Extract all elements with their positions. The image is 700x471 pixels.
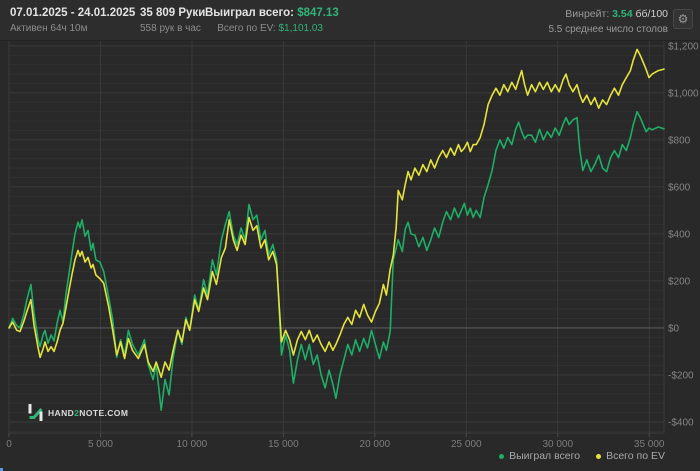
svg-text:25 000: 25 000 — [451, 439, 482, 450]
winnings-block: Выиграл всего: $847.13 Всего по EV: $1,1… — [205, 7, 339, 34]
hands-count: 35 809 Руки — [140, 7, 206, 19]
settings-gear-icon[interactable]: ⚙ — [673, 9, 693, 29]
svg-text:$0: $0 — [668, 323, 680, 334]
logo-part3: NOTE.COM — [79, 407, 129, 418]
won-total-value: $847.13 — [297, 7, 339, 19]
avg-tables: 5.5 среднее число столов — [548, 24, 668, 35]
svg-text:$200: $200 — [668, 276, 691, 287]
svg-text:30 000: 30 000 — [542, 439, 573, 450]
svg-text:20 000: 20 000 — [360, 439, 391, 450]
chart-legend: Выиграл всего Всего по EV — [499, 450, 665, 462]
legend-ev-label: Всего по EV — [606, 450, 665, 462]
winrate-line: Винрейт: 3.54 бб/100 — [548, 8, 668, 20]
svg-text:5 000: 5 000 — [88, 439, 113, 450]
svg-text:35 000: 35 000 — [634, 439, 665, 450]
svg-text:$800: $800 — [668, 135, 691, 146]
svg-text:$1,200: $1,200 — [668, 41, 699, 52]
logo-part1: HAND — [48, 407, 75, 418]
winrate-label: Винрейт: — [565, 8, 610, 20]
ev-total-label: Всего по EV: — [217, 23, 276, 34]
winrate-block: Винрейт: 3.54 бб/100 5.5 среднее число с… — [548, 8, 668, 35]
active-time: Активен 64ч 10м — [10, 23, 88, 34]
hand2note-logo-text: HAND2NOTE.COM — [48, 408, 128, 418]
svg-text:15 000: 15 000 — [268, 439, 299, 450]
won-total-label: Выиграл всего: — [205, 7, 294, 19]
y-axis-labels: $1,200 $1,000 $800 $600 $400 $200 $0 -$200 -$400 — [668, 41, 699, 428]
x-axis-ticks — [8, 433, 650, 437]
winrate-value: 3.54 — [612, 8, 633, 20]
svg-text:$400: $400 — [668, 229, 691, 240]
svg-text:$600: $600 — [668, 182, 691, 193]
hands-per-hour: 558 рук в час — [140, 23, 201, 34]
hand2note-logo: HAND2NOTE.COM — [28, 404, 128, 421]
x-axis-labels: 0 5 000 10 000 15 000 20 000 25 000 30 000 35 0… — [6, 439, 665, 450]
logo-part2: 2 — [74, 407, 80, 418]
gridlines-minor — [9, 54, 664, 432]
hand2note-logo-icon — [28, 404, 43, 421]
svg-text:-$200: -$200 — [668, 370, 694, 381]
win-series-dot-icon — [499, 453, 505, 459]
date-range-block: 07.01.2025 - 24.01.2025 Активен 64ч 10м — [10, 7, 135, 34]
win-series-line — [8, 110, 665, 412]
svg-text:-$400: -$400 — [668, 417, 694, 428]
stats-header: 07.01.2025 - 24.01.2025 Активен 64ч 10м … — [0, 0, 700, 41]
date-range: 07.01.2025 - 24.01.2025 — [10, 7, 136, 19]
ev-series-dot-icon — [596, 453, 602, 459]
ev-total-value: $1,101.03 — [278, 23, 324, 34]
svg-text:10 000: 10 000 — [177, 439, 208, 450]
svg-text:$1,000: $1,000 — [668, 88, 699, 99]
svg-text:0: 0 — [6, 439, 12, 450]
screen-corner-artifact — [0, 468, 3, 471]
won-total-line: Выиграл всего: $847.13 — [205, 7, 339, 19]
ev-total-line: Всего по EV: $1,101.03 — [205, 23, 323, 34]
winrate-unit: бб/100 — [635, 8, 668, 20]
gridlines-major — [8, 40, 665, 434]
legend-item-win: Выиграл всего — [499, 450, 580, 462]
ev-series-line — [8, 48, 665, 379]
legend-item-ev: Всего по EV — [596, 450, 665, 462]
hands-block: 35 809 Руки 558 рук в час — [140, 7, 205, 34]
legend-win-label: Выиграл всего — [509, 450, 581, 462]
